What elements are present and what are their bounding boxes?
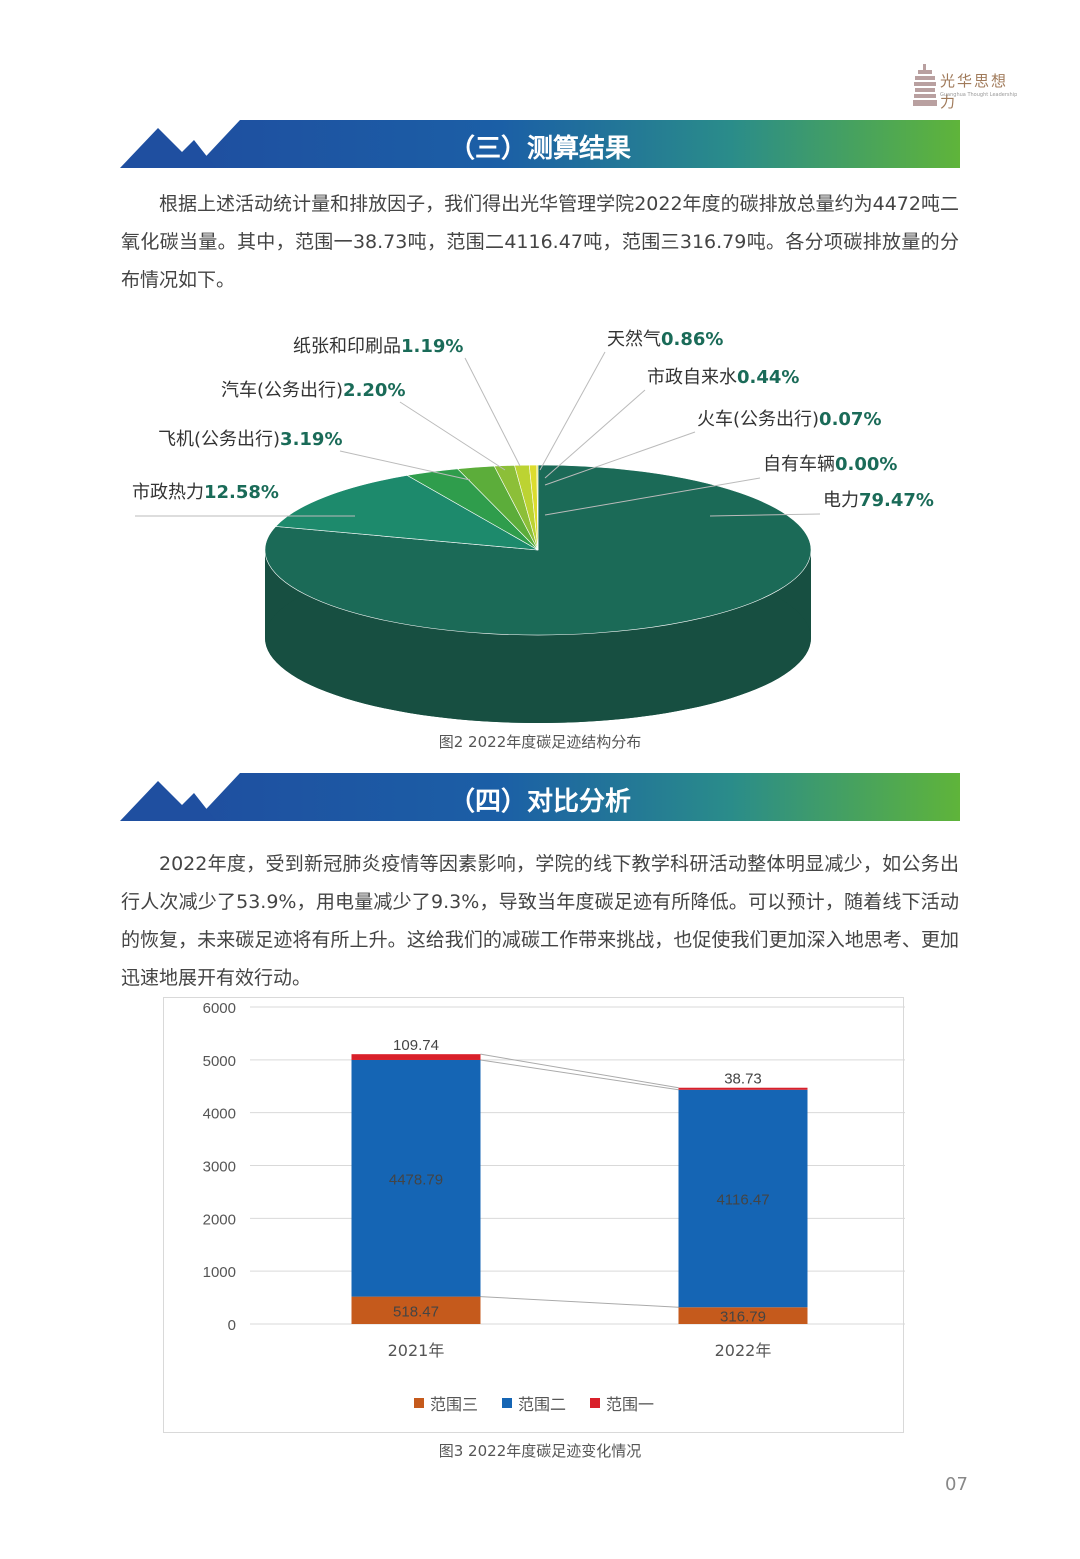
y-tick-label: 3000	[203, 1159, 236, 1176]
page-number: 07	[945, 1474, 968, 1495]
pie-label-car: 汽车(公务出行)2.20%	[221, 380, 406, 401]
pie-slice	[275, 475, 539, 551]
figure-caption-3: 图3 2022年度碳足迹变化情况	[438, 1442, 642, 1460]
series-line	[480, 1059, 679, 1091]
paragraph-comparison: 2022年度，受到新冠肺炎疫情等因素影响，学院的线下教学科研活动整体明显减少，如…	[121, 853, 959, 989]
pie-label-gas: 天然气0.86%	[607, 329, 724, 350]
data-label: 4478.79	[389, 1171, 443, 1188]
data-label: 109.74	[393, 1037, 439, 1054]
leader-line	[464, 357, 521, 467]
y-tick-label: 2000	[203, 1211, 236, 1228]
leader-line	[539, 351, 606, 471]
pie-label-train: 火车(公务出行)0.07%	[697, 409, 882, 430]
bar-segment	[678, 1307, 808, 1324]
mountain-icon	[120, 781, 216, 821]
section-header-results: （三）测算结果	[120, 120, 960, 168]
legend-label: 范围三	[430, 1395, 478, 1414]
pagoda-icon	[913, 64, 937, 106]
mountain-icon	[120, 128, 216, 168]
pie-label-heat: 市政热力12.58%	[132, 482, 279, 503]
legend-swatch	[414, 1398, 424, 1408]
data-label: 38.73	[724, 1071, 762, 1088]
figure-caption-2: 图2 2022年度碳足迹结构分布	[438, 733, 642, 751]
y-tick-label: 5000	[203, 1053, 236, 1070]
pie-slice	[536, 464, 539, 551]
legend-swatch	[502, 1398, 512, 1408]
leader-line	[399, 401, 506, 471]
y-tick-label: 1000	[203, 1264, 236, 1281]
bar-segment	[351, 1059, 481, 1297]
leader-line	[339, 450, 471, 481]
bar-segment	[678, 1087, 808, 1090]
section-title: （四）对比分析	[448, 787, 631, 817]
pie-label-paper: 纸张和印刷品1.19%	[293, 336, 464, 357]
bar-segment	[351, 1054, 481, 1060]
y-tick-label: 6000	[203, 1000, 236, 1017]
logo-subtext: Guanghua Thought Leadership	[940, 92, 1018, 98]
leader-line	[544, 389, 646, 479]
series-line	[480, 1053, 679, 1089]
section-title: （三）测算结果	[448, 134, 631, 164]
y-tick-label: 4000	[203, 1106, 236, 1123]
pie-label-plane: 飞机(公务出行)3.19%	[158, 429, 343, 450]
series-line	[480, 1296, 679, 1308]
logo: 光华思想力 Guanghua Thought Leadership	[912, 62, 1017, 111]
pie-label-water: 市政自来水0.44%	[647, 367, 800, 388]
pie-chart	[135, 351, 821, 723]
y-tick-label: 0	[228, 1317, 236, 1334]
paragraph-results: 根据上述活动统计量和排放因子，我们得出光华管理学院2022年度的碳排放总量约为4…	[121, 193, 959, 291]
section-header-comparison: （四）对比分析	[120, 773, 960, 821]
leader-line	[709, 513, 821, 517]
leader-line	[544, 477, 761, 516]
bar-segment	[351, 1296, 481, 1324]
pie-label-electricity: 电力79.47%	[823, 490, 934, 511]
x-tick-label: 2021年	[388, 1341, 445, 1360]
bar-chart-frame	[163, 997, 904, 1433]
leader-line	[544, 431, 696, 486]
data-label: 4116.47	[716, 1192, 769, 1209]
data-label: 518.47	[393, 1303, 439, 1320]
logo-text: 光华思想力	[940, 72, 1009, 111]
legend-label: 范围二	[518, 1395, 566, 1414]
legend-swatch	[590, 1398, 600, 1408]
x-tick-label: 2022年	[715, 1341, 772, 1360]
legend-label: 范围一	[606, 1395, 654, 1414]
pie-label-own-vehicle: 自有车辆0.00%	[763, 454, 898, 475]
bar-segment	[678, 1089, 808, 1308]
data-label: 316.79	[720, 1309, 766, 1326]
